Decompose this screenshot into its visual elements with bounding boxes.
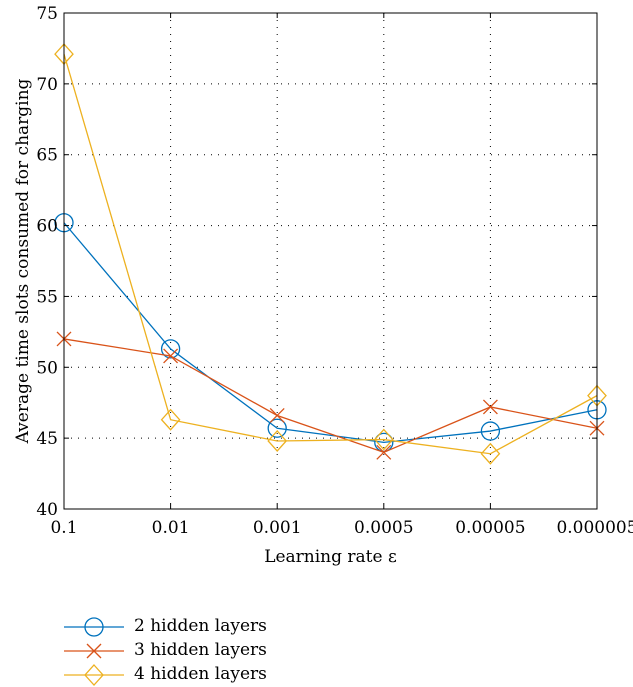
x-tick-label: 0.000005	[556, 518, 633, 538]
data-point	[480, 442, 501, 465]
y-tick-label: 40	[36, 500, 58, 520]
x-tick-label: 0.001	[253, 518, 302, 538]
y-tick-label: 70	[36, 75, 58, 95]
series-line	[63, 338, 598, 454]
y-axis-label: Average time slots consumed for charging	[13, 78, 33, 444]
data-point	[374, 432, 394, 453]
legend-item-series-3: 4 hidden layers	[62, 663, 322, 687]
data-point	[480, 421, 501, 441]
series-layer	[54, 43, 607, 465]
x-tick-labels: 0.1 0.01 0.001 0.0005 0.00005 0.000005	[50, 518, 633, 538]
marker-stroke	[482, 399, 498, 415]
legend-label: 4 hidden layers	[134, 664, 267, 684]
series-1	[54, 213, 607, 453]
y-tick-label: 50	[36, 358, 58, 378]
legend-marker-diamond-icon	[64, 664, 124, 686]
y-tick-label: 55	[36, 287, 58, 307]
data-point	[376, 444, 392, 460]
data-point	[269, 408, 285, 423]
data-point	[267, 430, 288, 452]
legend-marker-x-icon	[64, 643, 124, 659]
data-point	[267, 418, 287, 438]
data-point	[160, 339, 181, 359]
data-point	[163, 348, 179, 364]
y-tick-label: 65	[36, 146, 58, 166]
legend-item-series-2: 3 hidden layers	[62, 639, 322, 663]
grid-lines	[64, 13, 597, 509]
marker-stroke	[163, 348, 179, 364]
series-line	[63, 222, 598, 444]
x-tick-label: 0.00005	[455, 518, 525, 538]
line-chart: 40 45 50 55 60 65 70 75 0.1 0.01 0.001 0.0005 0.000…	[13, 4, 633, 567]
series-line	[63, 53, 598, 455]
y-tick-labels: 40 45 50 55 60 65 70 75	[36, 4, 58, 520]
data-point	[482, 399, 498, 415]
x-tick-label: 0.0005	[354, 518, 413, 538]
x-tick-label: 0.1	[50, 518, 77, 538]
marker-stroke	[269, 408, 285, 423]
axis-ticks	[63, 12, 598, 510]
y-tick-label: 60	[36, 217, 58, 237]
legend-label: 3 hidden layers	[134, 640, 267, 660]
series-3	[54, 43, 607, 465]
y-tick-label: 75	[36, 4, 58, 24]
legend-item-series-1: 2 hidden layers	[62, 615, 322, 639]
data-point	[160, 408, 181, 431]
y-tick-label: 45	[36, 429, 58, 449]
x-axis-label: Learning rate ε	[264, 547, 397, 567]
plot-frame	[63, 12, 598, 510]
legend-label: 2 hidden layers	[134, 616, 267, 636]
data-point	[373, 428, 394, 451]
legend-marker-circle-icon	[64, 617, 124, 637]
x-tick-label: 0.01	[152, 518, 190, 538]
marker-stroke	[376, 444, 392, 460]
